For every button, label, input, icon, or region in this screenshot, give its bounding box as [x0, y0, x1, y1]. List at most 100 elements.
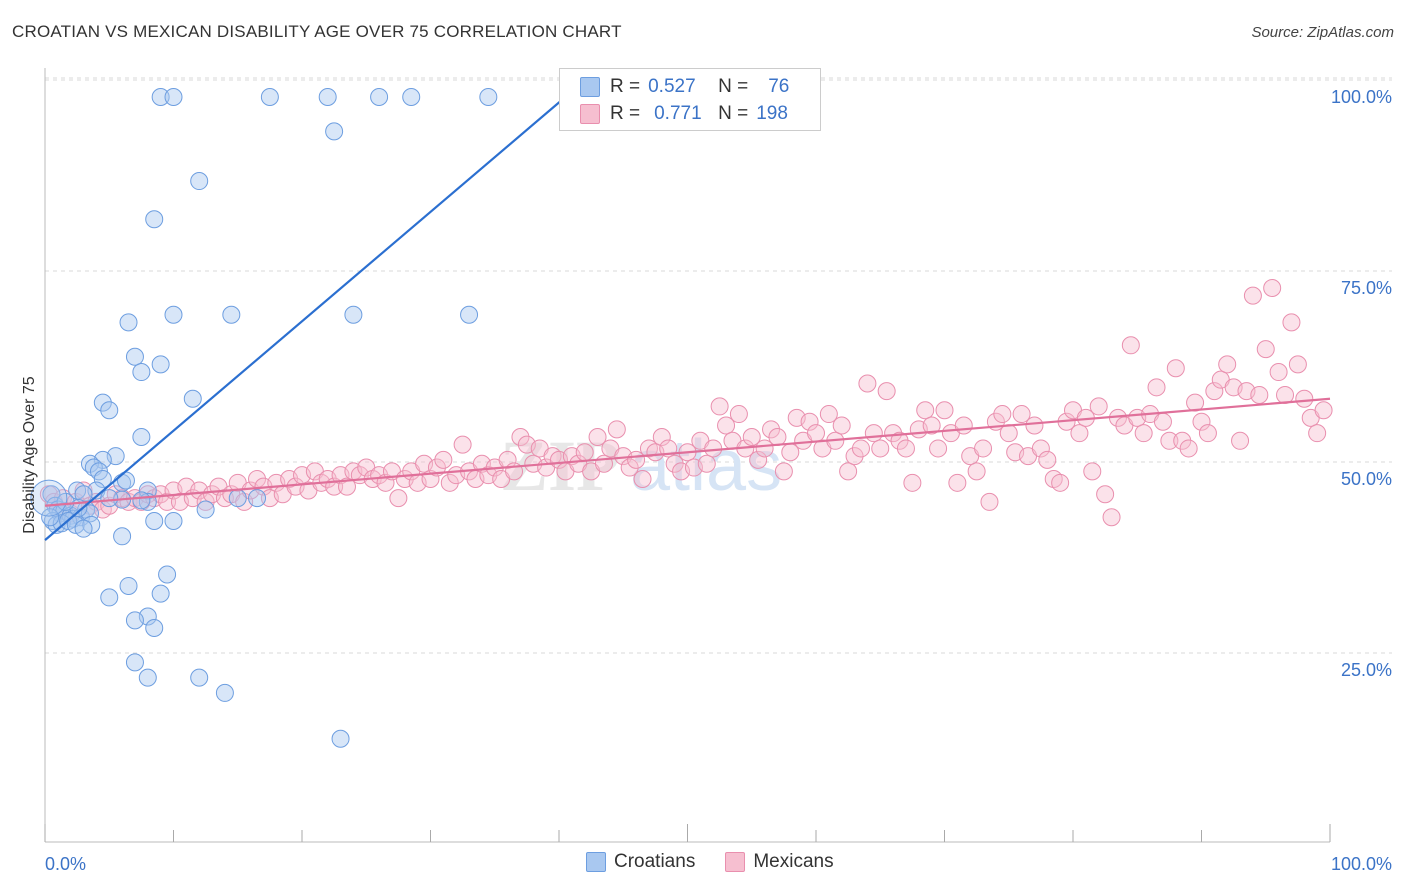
mexican-point [1166, 359, 1185, 378]
legend-item-croatians[interactable]: Croatians [586, 851, 695, 873]
mexican-point [434, 450, 453, 469]
mexican-point [158, 492, 177, 511]
mexican-point [1205, 382, 1224, 401]
mexican-point [916, 401, 935, 420]
mexican-point [845, 447, 864, 466]
mexican-point [453, 435, 472, 454]
x-tick-label: 0.0% [45, 854, 86, 874]
mexican-point [1269, 363, 1288, 382]
mexican-point [337, 477, 356, 496]
mexican-point [974, 439, 993, 458]
mexican-point [1308, 424, 1327, 443]
mexican-point [1179, 439, 1198, 458]
croatian-point [331, 729, 350, 748]
croatian-point [260, 88, 279, 106]
mexican-point [742, 427, 761, 446]
r-label: R = [610, 76, 641, 97]
mexican-point [749, 450, 768, 469]
mexican-point [440, 473, 459, 492]
n-value: 198 [756, 103, 788, 124]
croatian-point [116, 471, 135, 490]
axis-labels: Disability Age Over 75 25.0% 50.0% 75.0% 100… [21, 87, 1392, 874]
mexican-point [1051, 473, 1070, 492]
croatian-point [113, 527, 132, 546]
croatian-point [190, 668, 209, 687]
r-value: 0.527 [648, 76, 696, 97]
croatian-point [100, 401, 119, 420]
croatians-swatch [586, 852, 606, 872]
mexican-point [1218, 355, 1237, 374]
mexican-point [389, 489, 408, 508]
mexican-point [1012, 405, 1031, 424]
mexican-point [1089, 397, 1108, 416]
mexican-point [1250, 385, 1269, 404]
watermark-atlas: atlas [630, 426, 782, 506]
croatian-point [132, 363, 151, 382]
mexican-point [819, 405, 838, 424]
mexican-point [74, 481, 93, 500]
croatian-point [164, 305, 183, 324]
croatian-point [325, 122, 344, 141]
mexican-point [1102, 508, 1121, 527]
croatian-point [479, 88, 498, 106]
legend-row-mexicans: R = 0.771 N = 198 [580, 102, 788, 126]
mexican-point [498, 450, 517, 469]
mexican-point [620, 458, 639, 477]
mexican-point [1314, 401, 1333, 420]
croatian-point [125, 653, 144, 672]
croatian-point [183, 389, 202, 408]
legend-item-mexicans[interactable]: Mexicans [725, 851, 834, 873]
source-label: Source: ZipAtlas.com [1251, 24, 1394, 41]
n-label: N = [718, 103, 749, 124]
y-tick-label: 50.0% [1341, 469, 1392, 489]
croatian-point [93, 470, 112, 488]
croatian-point [318, 88, 337, 106]
croatian-point [151, 88, 170, 106]
mexican-point [1038, 450, 1057, 469]
mexican-point [768, 427, 787, 446]
axes [44, 68, 1331, 843]
mexican-point [1031, 439, 1050, 458]
mexican-point [762, 420, 781, 439]
mexican-point [1160, 431, 1179, 450]
mexican-point [967, 462, 986, 481]
mexican-point [1282, 313, 1301, 332]
croatian-point [145, 618, 164, 637]
mexican-point [652, 427, 671, 446]
croatian-point [93, 393, 112, 412]
croatian-point [190, 172, 209, 191]
stats-legend: R = 0.527 N = 76 R = 0.771 N = 198 [559, 68, 821, 131]
croatian-point [30, 479, 68, 517]
mexican-point [1288, 355, 1307, 374]
croatians-label: Croatians [614, 851, 696, 872]
croatians-trend-line [44, 96, 567, 541]
mexican-point [1231, 431, 1250, 450]
mexican-point [1134, 424, 1153, 443]
mexican-point [954, 416, 973, 435]
croatian-point [100, 588, 119, 607]
y-tick-label: 100.0% [1331, 87, 1392, 107]
croatian-point [151, 584, 170, 603]
mexican-point [807, 424, 825, 443]
croatians-swatch [580, 77, 600, 97]
mexican-point [1192, 412, 1211, 431]
croatian-point [248, 489, 267, 508]
y-tick-label: 75.0% [1341, 278, 1392, 298]
mexican-point [1276, 385, 1295, 404]
mexican-point [851, 439, 870, 458]
mexican-point [755, 439, 774, 458]
mexican-point [697, 454, 716, 473]
r-value: 0.771 [654, 103, 702, 124]
croatian-point [138, 668, 157, 687]
mexican-point [877, 382, 896, 401]
croatian-point [164, 88, 183, 106]
grid-lines [45, 77, 1392, 654]
mexican-point [511, 427, 530, 446]
croatian-point [222, 305, 241, 324]
croatian-point [41, 508, 60, 527]
mexican-point [890, 431, 909, 450]
mexican-point [980, 492, 999, 511]
mexican-point [607, 420, 626, 439]
croatian-point [132, 427, 151, 446]
croatian-point [151, 355, 170, 374]
